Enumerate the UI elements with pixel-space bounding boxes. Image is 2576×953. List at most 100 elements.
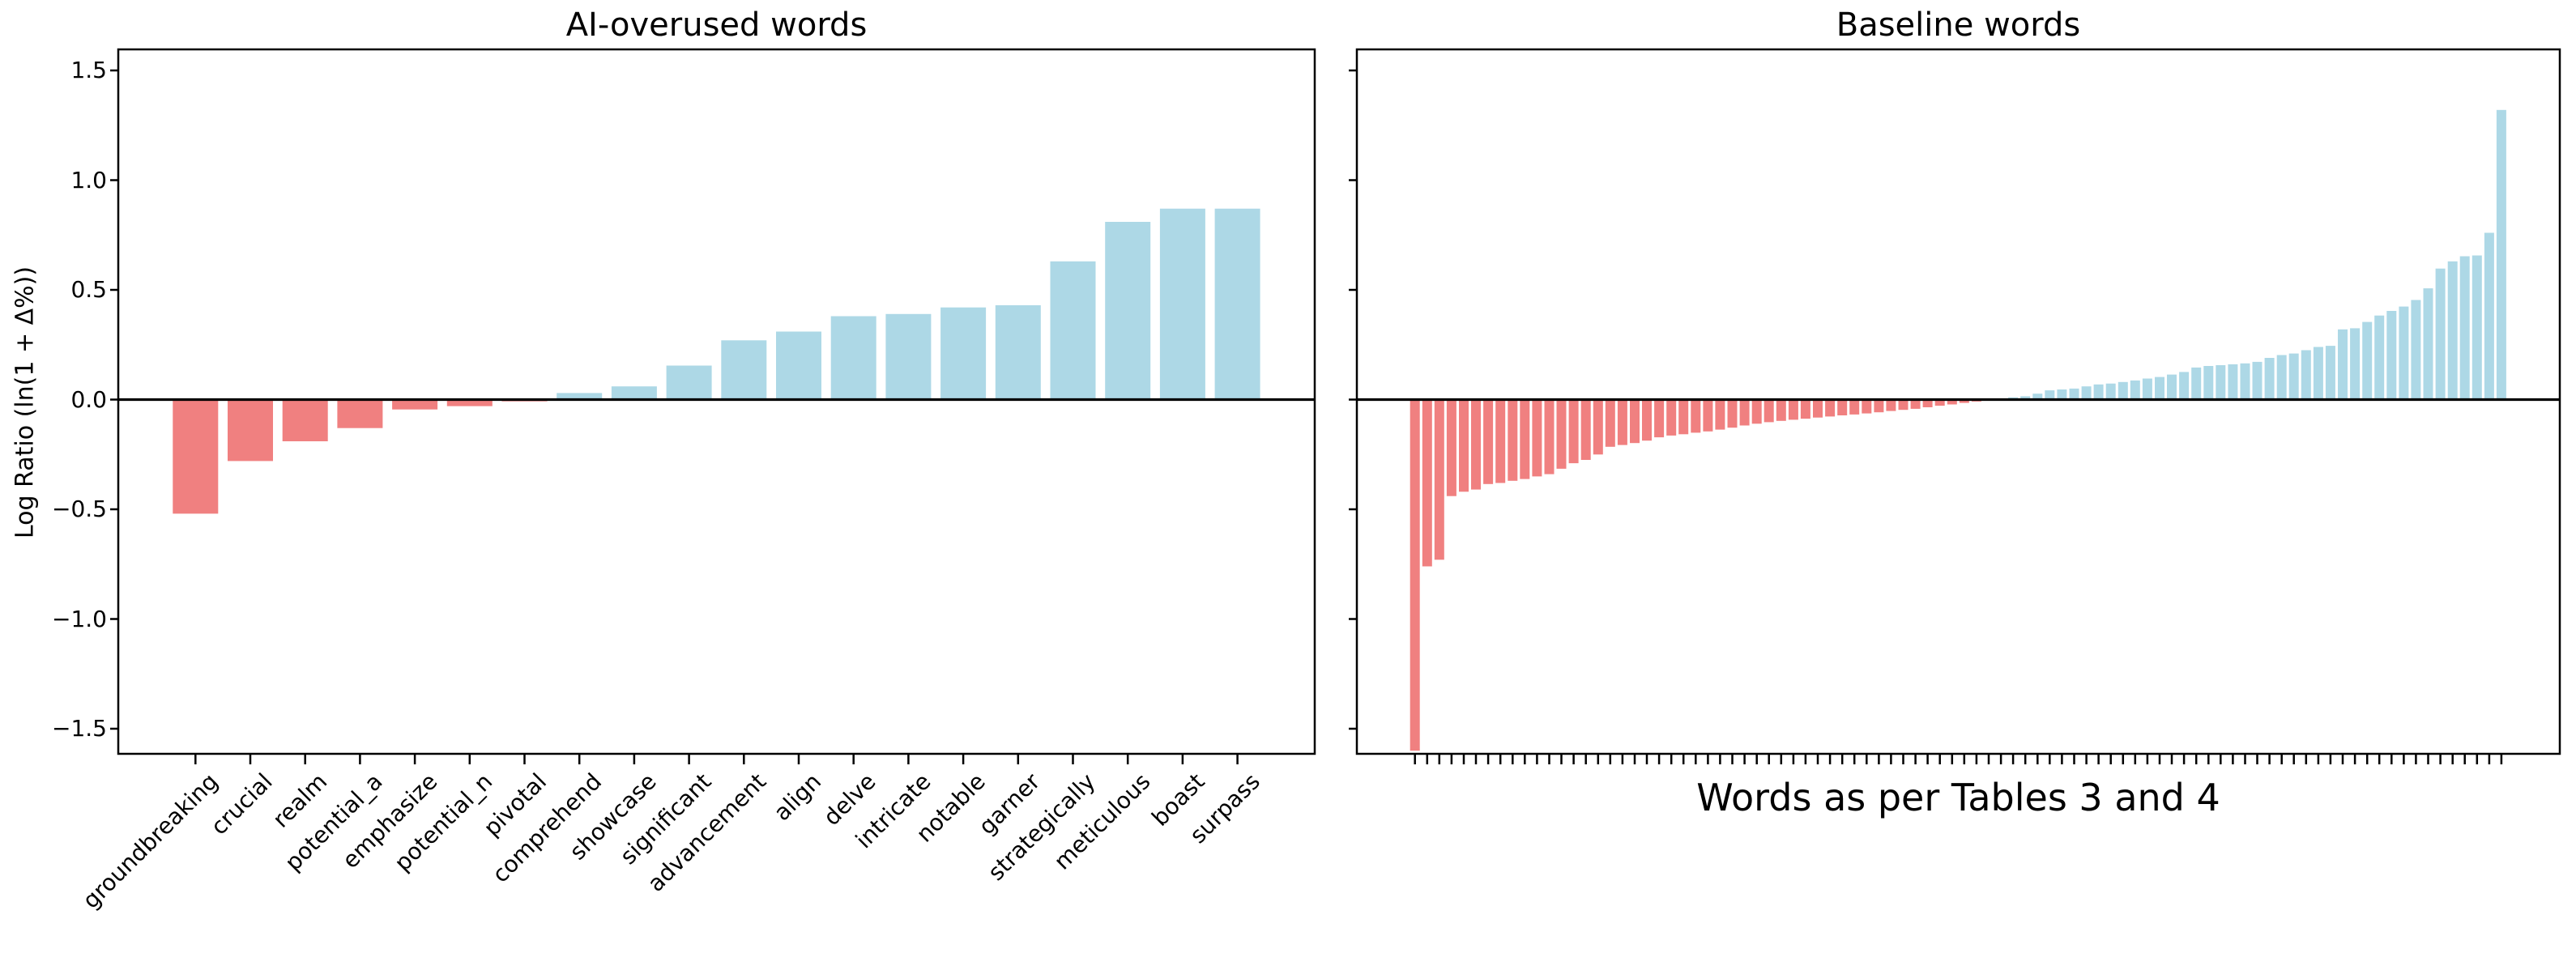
bar <box>2167 374 2177 400</box>
bar <box>1898 399 1909 411</box>
bar <box>2423 288 2433 400</box>
bar <box>1825 399 1836 417</box>
bar <box>2105 383 2116 400</box>
bar <box>2069 388 2079 400</box>
bar <box>2374 315 2385 400</box>
bar <box>1508 399 1518 481</box>
bar <box>1580 399 1591 460</box>
bar <box>776 331 821 400</box>
y-tick-label: 0.0 <box>70 385 107 413</box>
bar <box>885 313 932 400</box>
bar <box>2032 394 2043 400</box>
bar <box>2191 367 2202 400</box>
bar <box>1727 399 1738 428</box>
bar <box>557 393 603 400</box>
bar <box>1886 399 1896 411</box>
bar <box>2362 321 2373 400</box>
y-tick-label: 1.0 <box>70 166 107 194</box>
bar <box>2093 384 2104 400</box>
bar <box>2313 347 2323 400</box>
bar <box>2338 329 2348 400</box>
bar <box>2264 358 2275 400</box>
bar <box>1862 399 1872 414</box>
bar <box>2411 300 2421 400</box>
bar <box>1776 399 1786 421</box>
bar <box>282 399 328 441</box>
bar <box>2350 328 2361 400</box>
bar <box>1703 399 1713 432</box>
bar <box>446 399 493 406</box>
bar <box>1751 399 1762 424</box>
bar <box>1837 399 1848 415</box>
bar <box>2252 361 2263 400</box>
bar <box>666 365 712 400</box>
bar <box>2142 378 2152 400</box>
bar <box>2447 261 2458 400</box>
bar <box>2301 350 2311 400</box>
bar <box>2130 380 2140 400</box>
bar <box>2459 256 2470 400</box>
bar <box>1105 222 1151 400</box>
bar <box>173 399 219 514</box>
y-tick-label: −1.5 <box>52 715 107 742</box>
bar <box>392 399 438 410</box>
bar <box>2399 306 2409 400</box>
bar <box>721 340 767 400</box>
bar <box>228 399 273 462</box>
bar <box>1800 399 1810 419</box>
bar <box>1593 399 1603 455</box>
bar <box>2057 389 2067 400</box>
right-panel-title: Baseline words <box>1836 6 2081 44</box>
y-tick-label: 1.5 <box>70 57 107 83</box>
bar <box>1642 399 1652 441</box>
bar <box>2435 268 2446 400</box>
y-tick-label: −0.5 <box>52 496 107 522</box>
bar <box>1678 399 1689 435</box>
bar <box>1471 399 1481 490</box>
bar <box>2472 255 2482 400</box>
bar <box>1739 399 1750 426</box>
bar <box>2203 366 2214 400</box>
bar <box>1764 399 1774 423</box>
bar <box>1410 399 1420 751</box>
bar <box>1495 399 1506 483</box>
bar <box>1159 208 1205 400</box>
bar <box>1691 399 1701 433</box>
bar <box>1544 399 1555 474</box>
bar <box>1849 399 1860 415</box>
bar <box>995 305 1041 400</box>
bar <box>1483 399 1494 484</box>
bar <box>2276 355 2287 400</box>
bar <box>611 386 657 400</box>
bar <box>2496 109 2506 400</box>
bar <box>2155 377 2164 400</box>
bar <box>1214 208 1260 400</box>
bar <box>2240 363 2250 400</box>
bar <box>337 399 383 428</box>
axes-frame <box>117 48 1316 755</box>
bar <box>2325 346 2335 400</box>
bar <box>1532 399 1542 477</box>
bar <box>1959 399 1969 403</box>
y-tick-label: −1.0 <box>52 605 107 632</box>
bar <box>1556 399 1567 469</box>
bar <box>1422 399 1432 567</box>
bar <box>1666 399 1677 436</box>
bar <box>1459 399 1469 492</box>
left-panel-title: AI-overused words <box>565 6 868 44</box>
bar <box>2081 386 2092 400</box>
bar <box>2288 353 2299 400</box>
bar <box>1630 399 1640 444</box>
bar <box>1813 399 1823 418</box>
bar <box>1922 399 1933 407</box>
bar <box>2484 232 2494 400</box>
bar <box>1617 399 1627 445</box>
bar <box>1434 399 1444 560</box>
bar <box>2045 390 2055 400</box>
bar <box>2228 364 2238 400</box>
bar <box>1446 399 1456 496</box>
bar <box>1605 399 1615 447</box>
bar <box>1934 399 1945 406</box>
